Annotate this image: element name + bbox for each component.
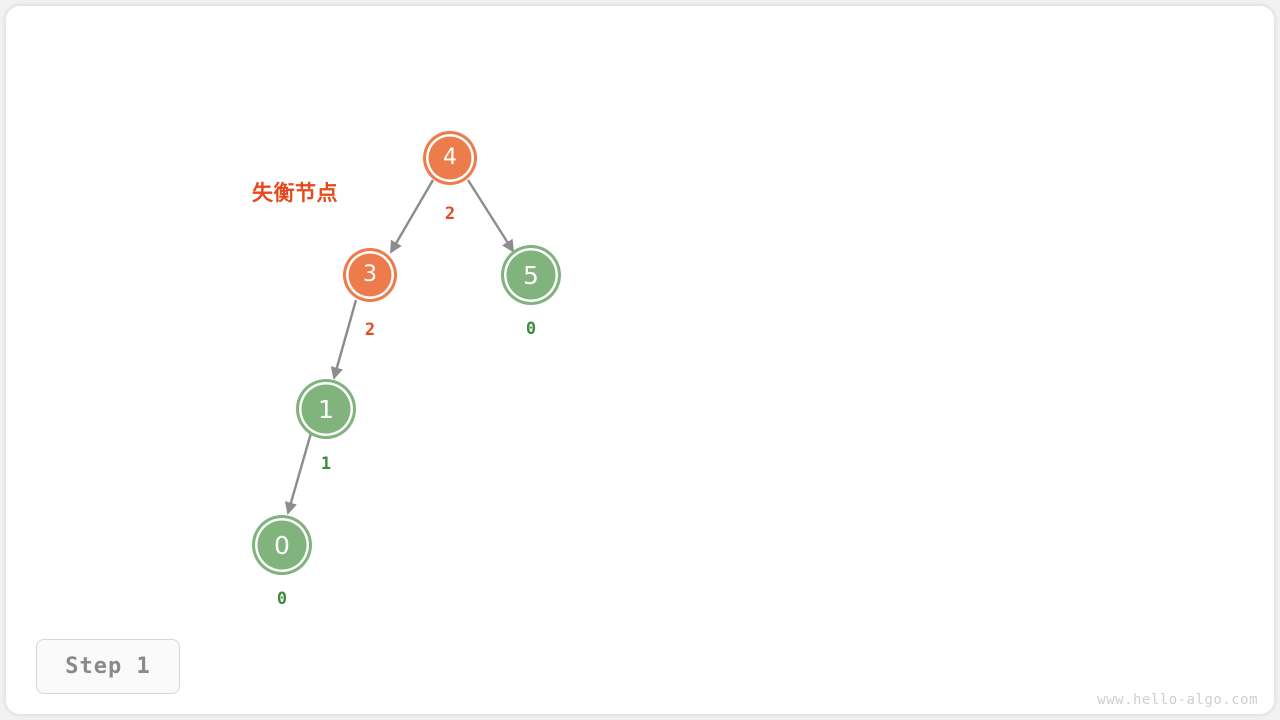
- watermark: www.hello-algo.com: [1097, 692, 1258, 708]
- node-height-label-1: 1: [320, 454, 332, 474]
- tree-node-1[interactable]: 1: [296, 379, 356, 439]
- tree-node-value: 0: [274, 530, 290, 560]
- tree-node-3[interactable]: 3: [343, 248, 397, 302]
- tree-edge-n3-n1: [330, 299, 358, 380]
- node-height-label-3: 2: [364, 320, 376, 340]
- tree-node-4[interactable]: 4: [423, 131, 477, 185]
- tree-node-5[interactable]: 5: [501, 245, 561, 305]
- tree-node-value: 5: [523, 260, 539, 290]
- tree-edge-n4-n5: [466, 179, 515, 253]
- tree-edge-n1-n0: [284, 432, 313, 515]
- tree-edge-n4-n3: [389, 179, 435, 254]
- diagram-card: [6, 6, 1274, 714]
- node-height-label-0: 0: [276, 589, 288, 609]
- tree-node-value: 3: [363, 262, 377, 287]
- node-height-label-5: 0: [525, 319, 537, 339]
- edge-layer: [284, 179, 515, 515]
- unbalanced-node-annotation: 失衡节点: [252, 181, 338, 205]
- tree-node-value: 1: [318, 394, 334, 424]
- tree-node-value: 4: [443, 145, 457, 170]
- node-height-label-4: 2: [444, 204, 456, 224]
- step-badge: Step 1: [36, 639, 180, 694]
- tree-node-0[interactable]: 0: [252, 515, 312, 575]
